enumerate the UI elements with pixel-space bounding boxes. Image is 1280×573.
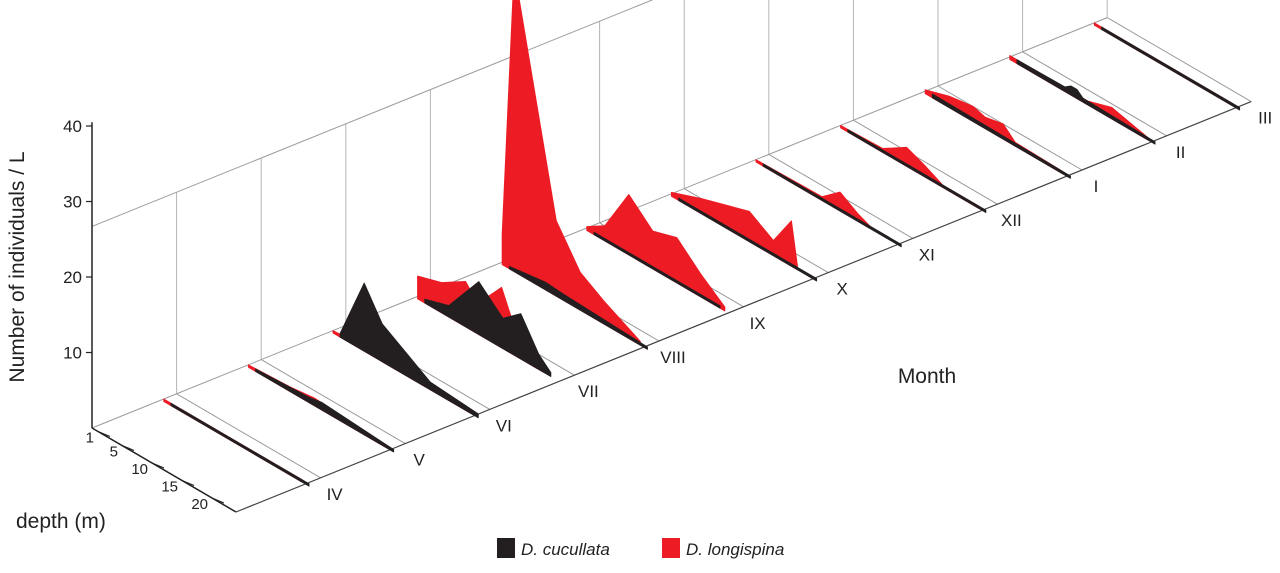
depth-tick — [121, 444, 135, 452]
month-label: VII — [578, 382, 599, 401]
depth-tick-label: 15 — [161, 479, 178, 496]
month-label: II — [1176, 143, 1185, 162]
legend: D. cucullata D. longispina — [497, 538, 784, 559]
legend-swatch — [662, 538, 680, 558]
legend-swatch — [497, 538, 515, 558]
d-cucullata-profile-vi — [339, 282, 479, 419]
data-series — [163, 0, 1241, 487]
y-tick-label: 30 — [63, 193, 82, 212]
month-label: VI — [496, 416, 512, 435]
month-plane-floor — [1106, 17, 1252, 103]
axes: 1020304015101520IVVVIVIIVIIIIXXXIXIIIIII… — [63, 109, 1272, 513]
month-label: XI — [919, 245, 935, 264]
d-cucullata-profile-x — [678, 197, 818, 282]
depth-tick-label: 5 — [110, 444, 118, 461]
floor-front-edge — [235, 101, 1252, 513]
y-tick-label: 10 — [63, 344, 82, 363]
depth-tick-label: 10 — [131, 461, 148, 478]
month-label: III — [1258, 109, 1272, 128]
legend-label: D. cucullata — [521, 540, 610, 559]
depth-tick — [181, 479, 195, 487]
month-label: VIII — [660, 348, 686, 367]
d-cucullata-profile-xi — [762, 163, 902, 248]
x-axis-title: Month — [898, 365, 956, 388]
depth-tick — [211, 497, 225, 504]
back-top-edge — [91, 0, 654, 227]
y-tick-label: 20 — [63, 268, 82, 287]
floor-back-edge — [91, 17, 1108, 429]
depth-tick — [151, 462, 165, 469]
month-label: XII — [1001, 211, 1022, 230]
d-cucullata-profile-xii — [847, 129, 987, 213]
d-cucullata-profile-ii — [1016, 59, 1156, 145]
d-cucullata-profile-iii — [1101, 26, 1241, 111]
d-longispina-profile-ix — [586, 194, 726, 312]
depth-tick-label: 20 — [191, 496, 208, 513]
y-tick-label: 40 — [63, 117, 82, 136]
d-longispina-profile-viii — [501, 0, 641, 346]
month-plane-floor — [1022, 51, 1167, 137]
month-label: V — [414, 451, 426, 470]
month-plane-floor — [176, 393, 321, 479]
month-plane-floor — [937, 85, 1083, 171]
d-cucullata-profile-iv — [170, 402, 310, 487]
y-axis-title: Number of individuals / L — [6, 151, 29, 382]
depth-tick — [97, 430, 111, 438]
month-label: IV — [327, 485, 344, 504]
d-cucullata-profile-v — [255, 368, 395, 453]
axis-labels: Number of individuals / L Month depth (m… — [6, 151, 956, 533]
month-label: X — [837, 280, 848, 299]
d-cucullata-profile-viii — [508, 266, 648, 350]
month-label: IX — [750, 314, 766, 333]
d-cucullata-profile-vii — [424, 281, 552, 377]
d-cucullata-profile-i — [931, 93, 1071, 179]
month-plane-floor — [853, 119, 998, 205]
depth-tick-label: 1 — [86, 430, 94, 447]
depth-axis-title: depth (m) — [16, 510, 106, 533]
month-label: I — [1094, 177, 1099, 196]
month-plane-floor — [260, 359, 406, 445]
legend-label: D. longispina — [686, 540, 784, 559]
d-cucullata-profile-ix — [593, 231, 721, 309]
